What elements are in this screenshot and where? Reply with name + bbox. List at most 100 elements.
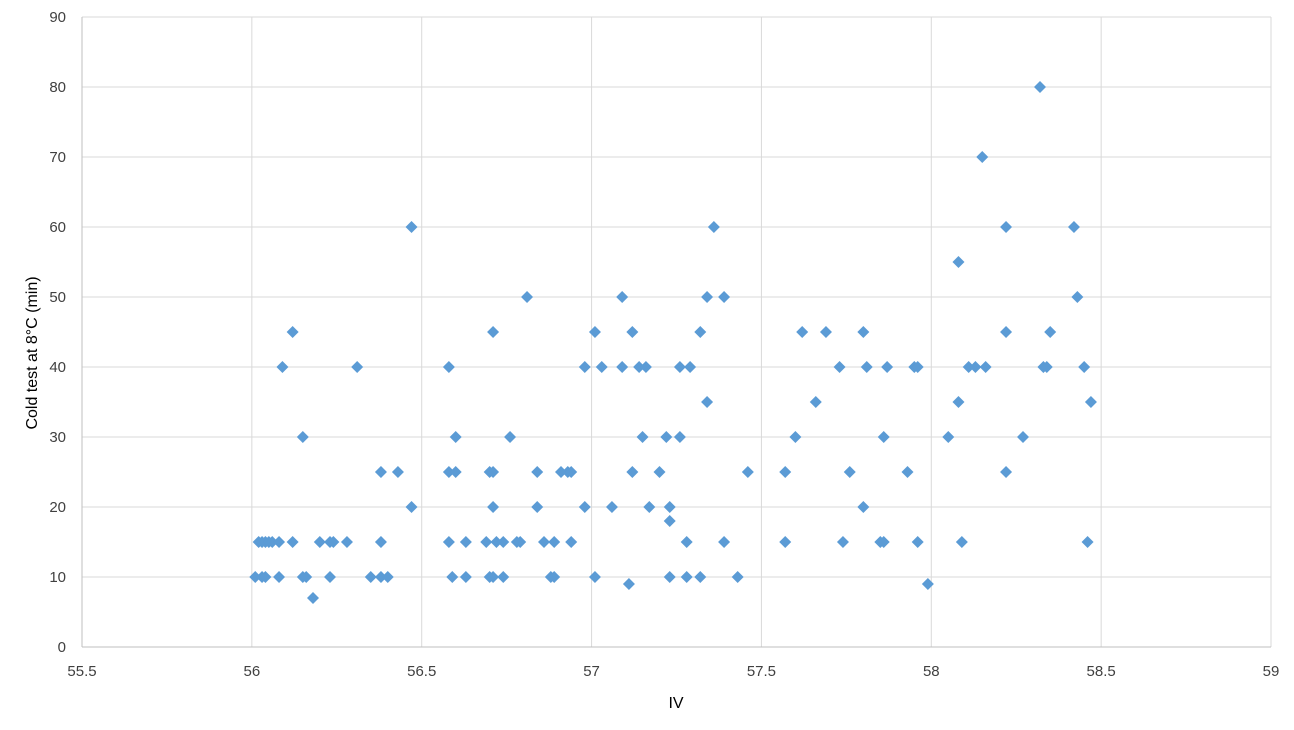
y-tick-label: 30 xyxy=(49,429,66,446)
data-point xyxy=(622,578,635,590)
data-point xyxy=(660,431,673,443)
data-point xyxy=(819,326,832,338)
data-point xyxy=(514,536,527,548)
data-point xyxy=(1000,326,1013,338)
data-point xyxy=(636,431,649,443)
data-point xyxy=(877,431,890,443)
data-point xyxy=(327,536,340,548)
data-point xyxy=(741,466,754,478)
data-point xyxy=(578,361,591,373)
data-points xyxy=(249,81,1097,604)
data-point xyxy=(633,361,646,373)
data-point xyxy=(955,536,968,548)
data-point xyxy=(578,501,591,513)
data-point xyxy=(979,361,992,373)
data-point xyxy=(595,361,608,373)
y-axis-title: Cold test at 8°C (min) xyxy=(24,276,41,429)
data-point xyxy=(442,466,455,478)
data-point xyxy=(487,466,500,478)
data-point xyxy=(273,571,286,583)
y-tick-label: 10 xyxy=(49,569,66,586)
x-tick-label: 58.5 xyxy=(1087,663,1116,680)
data-point xyxy=(286,536,299,548)
y-tick-label: 70 xyxy=(49,149,66,166)
data-point xyxy=(565,466,578,478)
y-tick-label: 90 xyxy=(49,9,66,26)
data-point xyxy=(626,326,639,338)
data-point xyxy=(779,536,792,548)
data-point xyxy=(459,536,472,548)
y-tick-label: 20 xyxy=(49,499,66,516)
data-point xyxy=(554,466,567,478)
axes xyxy=(81,17,1271,648)
data-point xyxy=(296,431,309,443)
data-point xyxy=(405,221,418,233)
data-point xyxy=(626,466,639,478)
x-tick-label: 59 xyxy=(1263,663,1280,680)
data-point xyxy=(707,221,720,233)
data-point xyxy=(276,361,289,373)
data-point xyxy=(663,501,676,513)
data-point xyxy=(731,571,744,583)
data-point xyxy=(442,536,455,548)
data-point xyxy=(673,431,686,443)
data-point xyxy=(643,501,656,513)
data-point xyxy=(881,361,894,373)
data-point xyxy=(487,501,500,513)
data-point xyxy=(323,571,336,583)
data-point xyxy=(976,151,989,163)
y-tick-label: 60 xyxy=(49,219,66,236)
data-point xyxy=(548,536,561,548)
data-point xyxy=(588,571,601,583)
data-point xyxy=(877,536,890,548)
data-point xyxy=(504,431,517,443)
data-point xyxy=(1071,291,1084,303)
y-tick-labels: 0 10 20 30 40 50 60 70 80 90 xyxy=(49,9,66,656)
data-point xyxy=(548,571,561,583)
data-point xyxy=(653,466,666,478)
data-point xyxy=(901,466,914,478)
data-point xyxy=(663,515,676,527)
data-point xyxy=(952,396,965,408)
data-point xyxy=(286,326,299,338)
data-point xyxy=(673,361,686,373)
data-point xyxy=(374,536,387,548)
data-point xyxy=(701,396,714,408)
data-point xyxy=(1067,221,1080,233)
data-point xyxy=(300,571,313,583)
data-point xyxy=(313,536,326,548)
data-point xyxy=(446,571,459,583)
x-tick-label: 55.5 xyxy=(67,663,96,680)
data-point xyxy=(796,326,809,338)
data-point xyxy=(459,571,472,583)
data-point xyxy=(718,536,731,548)
data-point xyxy=(307,592,320,604)
data-point xyxy=(857,501,870,513)
y-tick-label: 0 xyxy=(58,639,66,656)
data-point xyxy=(684,361,697,373)
data-point xyxy=(565,536,578,548)
data-point xyxy=(442,361,455,373)
data-point xyxy=(942,431,955,443)
data-point xyxy=(911,361,924,373)
data-point xyxy=(680,571,693,583)
data-point xyxy=(374,466,387,478)
data-point xyxy=(259,571,272,583)
data-point xyxy=(521,291,534,303)
data-point xyxy=(487,326,500,338)
data-point xyxy=(857,326,870,338)
data-point xyxy=(391,466,404,478)
data-point xyxy=(480,536,493,548)
data-point xyxy=(639,361,652,373)
x-axis-title: IV xyxy=(668,695,683,712)
data-point xyxy=(616,361,629,373)
data-point xyxy=(969,361,982,373)
data-point xyxy=(779,466,792,478)
data-point xyxy=(351,361,364,373)
data-point xyxy=(680,536,693,548)
data-point xyxy=(364,571,377,583)
x-tick-label: 58 xyxy=(923,663,940,680)
data-point xyxy=(911,536,924,548)
data-point xyxy=(531,466,544,478)
